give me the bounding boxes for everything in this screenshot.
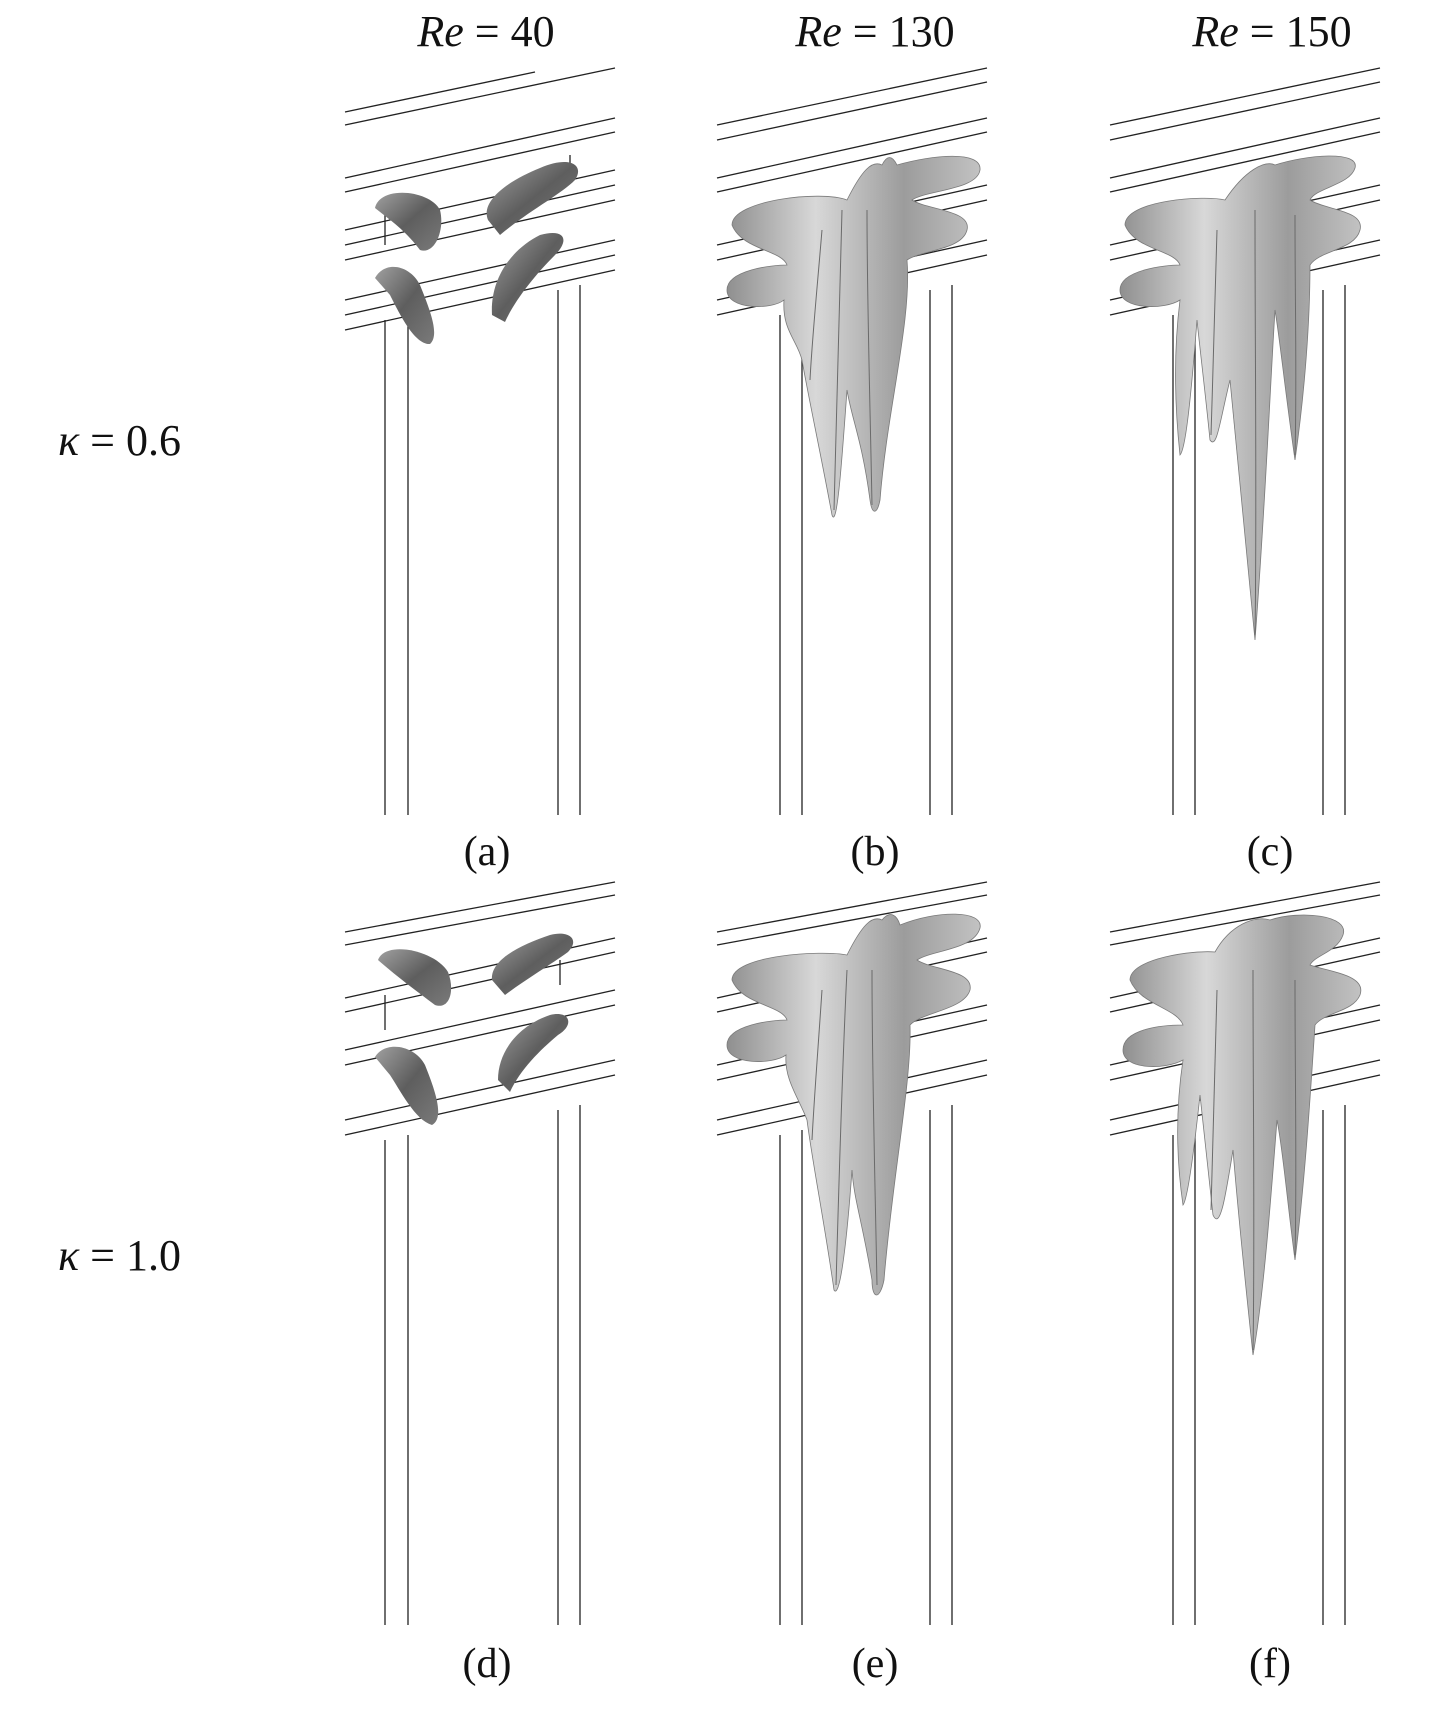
isosurface-shading [809,209,873,511]
isosurface-shading [811,969,878,1286]
column-header-re-130: Re = 130 [725,6,1025,57]
panel-f [1105,880,1405,1630]
vortex-isosurfaces [1122,914,1362,1356]
panel-a [340,60,640,820]
re-value: 130 [888,7,955,56]
row-label-kappa-0-6: κ = 0.6 [58,415,181,466]
vortex-isosurfaces [726,155,981,518]
panel-f-render [1109,881,1381,1625]
panel-e-render [716,881,988,1625]
column-header-re-150: Re = 150 [1122,6,1422,57]
caption-a: (a) [463,829,511,875]
re-value: 150 [1285,7,1352,56]
re-value: 40 [510,7,555,56]
isosurface-shading [1210,209,1297,636]
kappa-value: 0.6 [125,416,181,465]
re-symbol: Re [417,7,464,56]
panel-b [712,60,1012,820]
vortex-isosurfaces [375,161,579,345]
equals-sign: = [841,7,889,56]
caption-f: (f) [1249,1641,1291,1687]
caption-e: (e) [851,1641,899,1687]
panel-a-render [344,67,616,815]
panel-c [1105,60,1405,820]
equals-sign: = [1238,7,1286,56]
re-symbol: Re [1192,7,1239,56]
column-header-re-40: Re = 40 [336,6,636,57]
domain-edges [344,881,616,1625]
re-symbol: Re [795,7,842,56]
kappa-value: 1.0 [125,1231,181,1280]
vortex-isosurfaces [726,913,981,1296]
equals-sign: = [79,416,126,465]
kappa-symbol: κ [58,416,80,465]
domain-edges [344,67,616,815]
row-label-kappa-1-0: κ = 1.0 [58,1230,181,1281]
kappa-symbol: κ [58,1231,80,1280]
vortex-isosurfaces [375,933,574,1125]
caption-c: (c) [1246,829,1294,875]
caption-d: (d) [462,1641,512,1687]
panel-e [712,880,1012,1630]
panel-d-render [344,881,616,1625]
vortex-isosurfaces [1119,155,1361,641]
equals-sign: = [463,7,511,56]
isosurface-shading [1210,969,1297,1351]
equals-sign: = [79,1231,126,1280]
panel-b-render [716,67,988,815]
panel-d [340,880,640,1630]
caption-b: (b) [850,829,900,875]
panel-c-render [1109,67,1381,815]
